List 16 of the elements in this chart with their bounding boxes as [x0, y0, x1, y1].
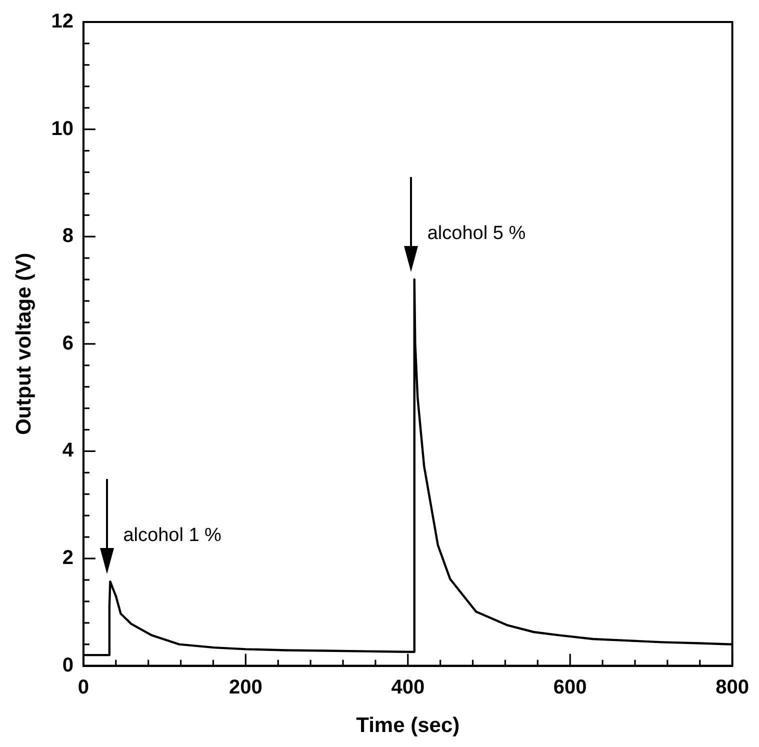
x-tick-label: 400	[391, 676, 425, 698]
y-tick-label: 2	[62, 547, 74, 570]
y-tick-label: 0	[62, 654, 74, 676]
y-tick-label: 12	[51, 10, 74, 33]
x-tick-label: 800	[716, 676, 750, 698]
x-tick-label: 200	[228, 676, 262, 698]
annotation: alcohol 5 %	[427, 222, 526, 244]
y-tick-label: 6	[62, 332, 74, 354]
x-axis-title: Time (sec)	[356, 714, 460, 738]
x-tick-label: 600	[553, 676, 587, 698]
annotation: alcohol 1 %	[123, 524, 222, 546]
y-tick-label: 10	[51, 118, 74, 140]
y-tick-label: 8	[62, 225, 74, 248]
y-tick-label: 4	[62, 440, 74, 462]
y-axis-title: Output voltage (V)	[12, 252, 36, 435]
x-tick-label: 0	[78, 676, 90, 698]
